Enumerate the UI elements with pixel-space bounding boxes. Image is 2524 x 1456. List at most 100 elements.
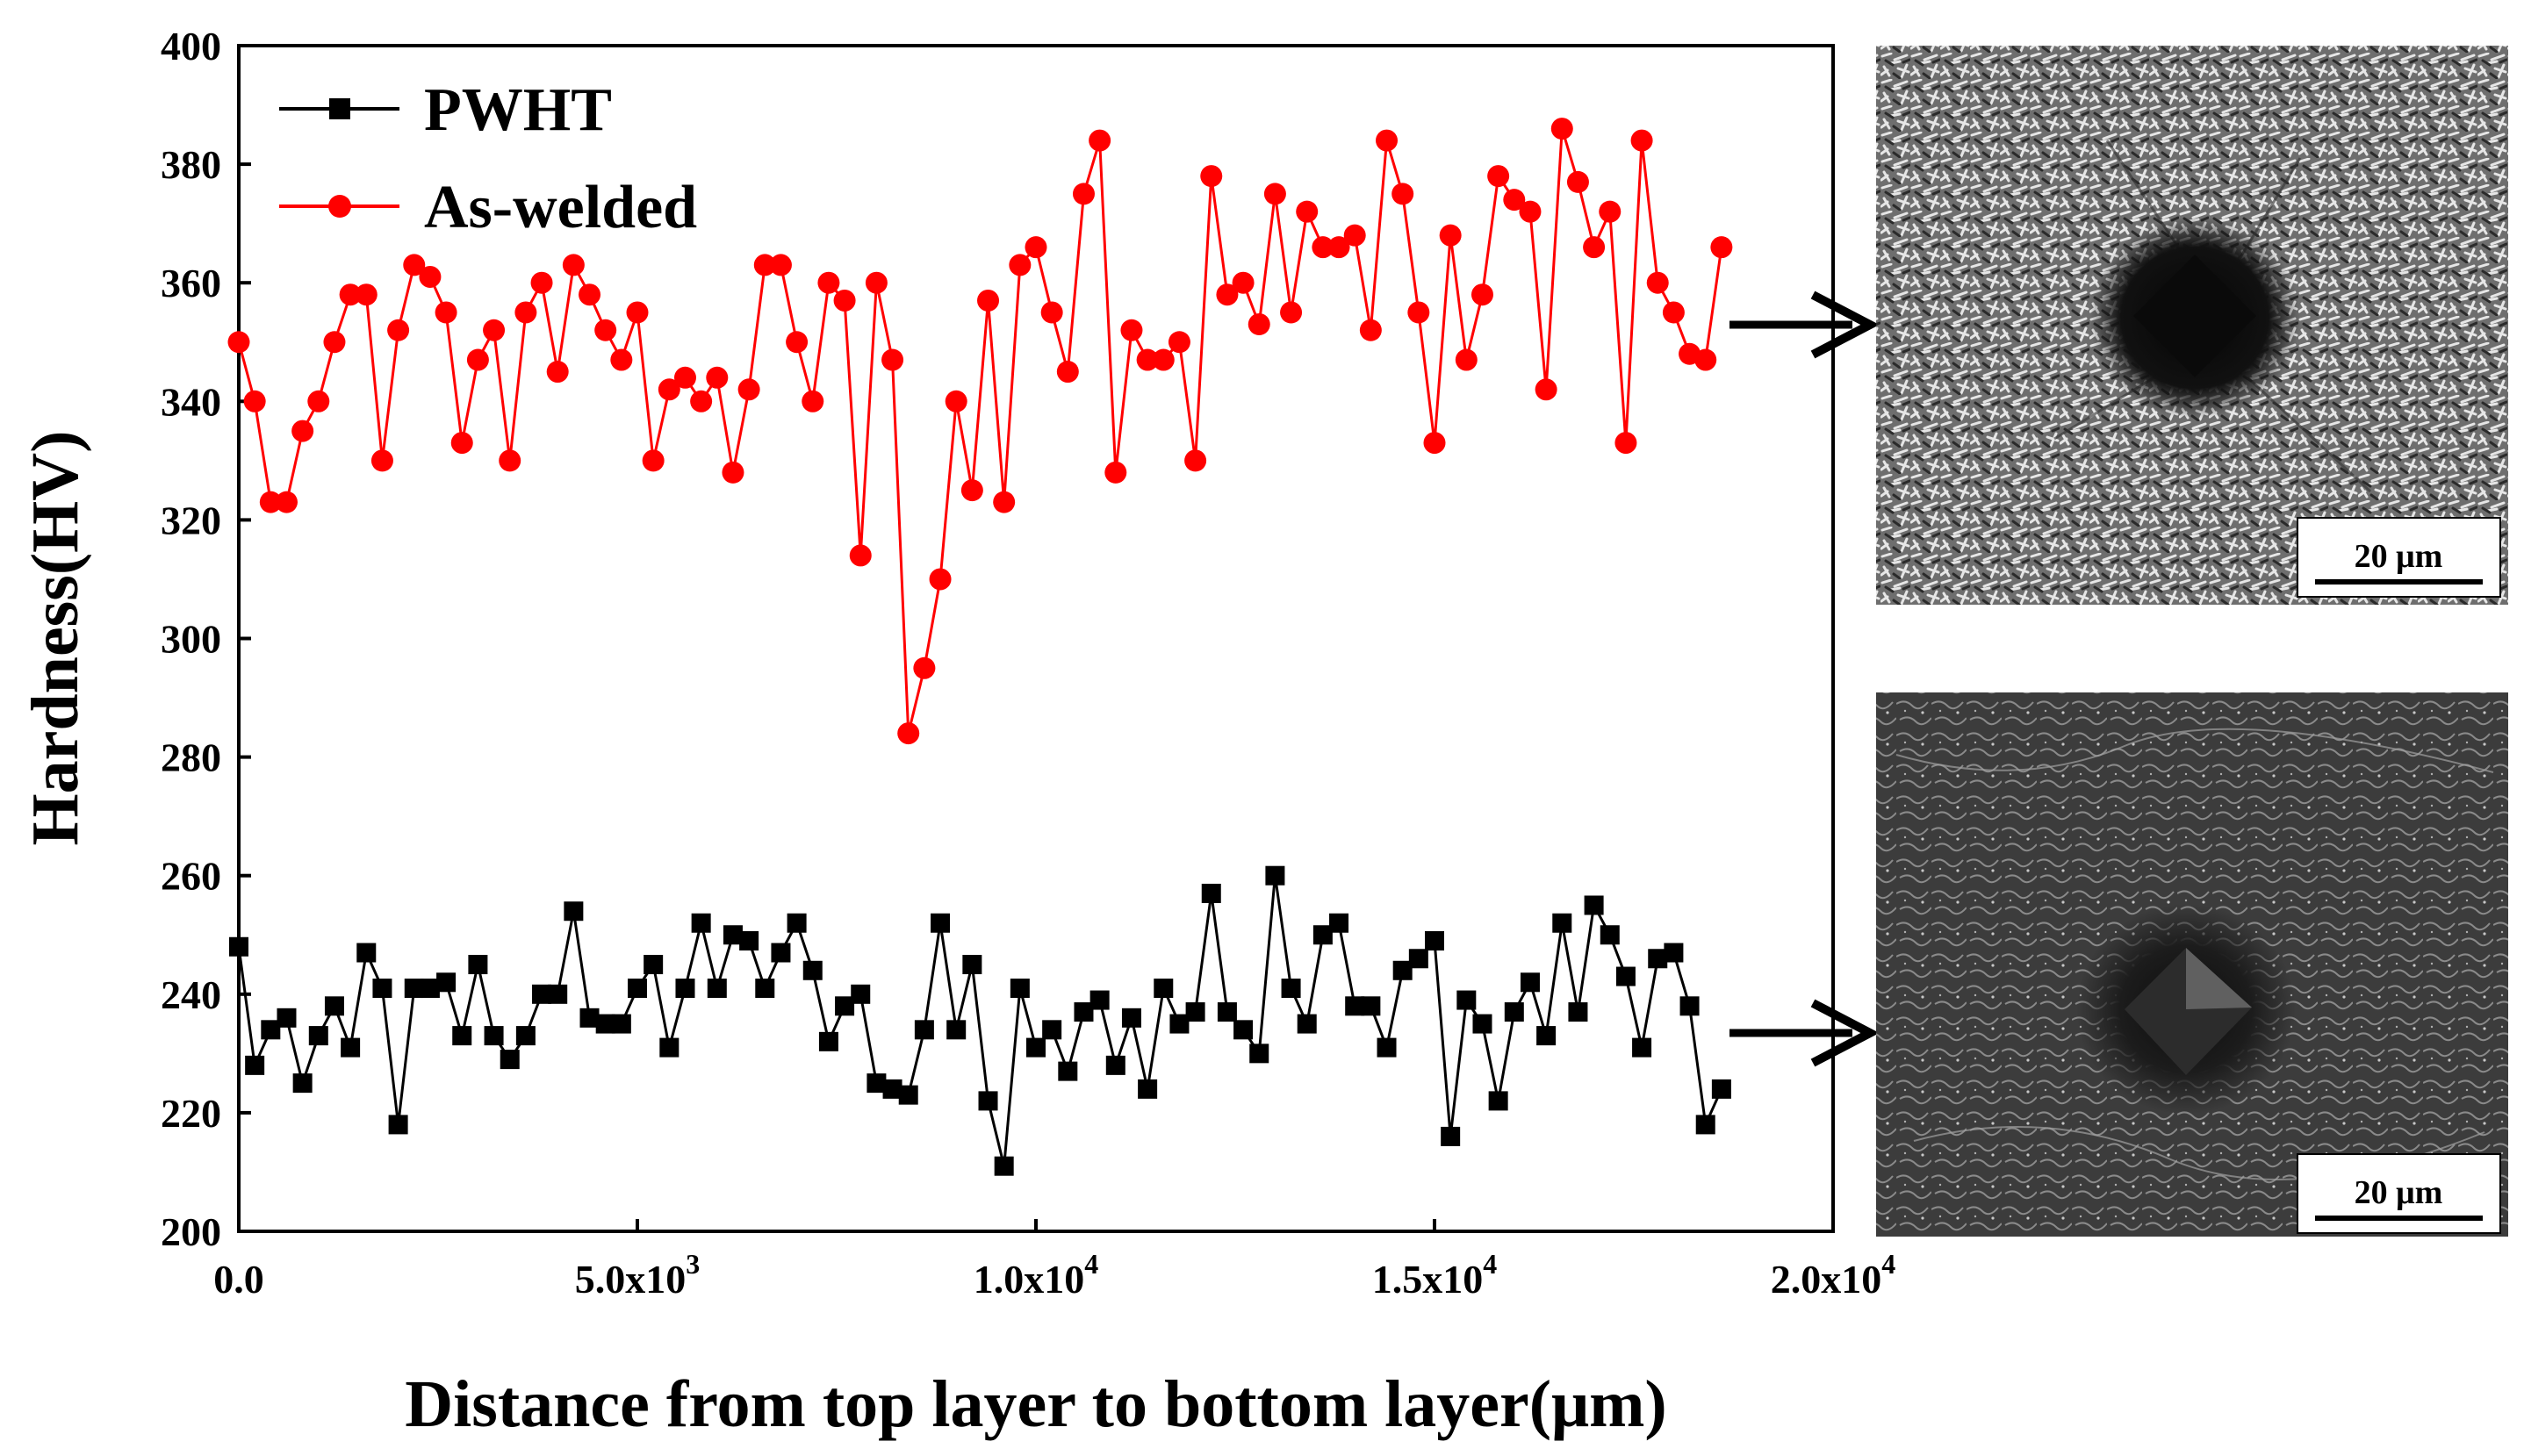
x-tick-mantissa: 5.0x10 [575, 1257, 687, 1302]
data-point [1423, 432, 1446, 455]
data-point [802, 960, 823, 980]
data-point [370, 449, 393, 472]
data-point [532, 984, 552, 1004]
y-tick-label: 200 [161, 1209, 221, 1254]
data-point [245, 1055, 265, 1075]
data-point [931, 913, 951, 933]
data-point [673, 366, 696, 389]
data-point [1121, 1008, 1141, 1028]
y-tick-label: 220 [161, 1091, 221, 1136]
data-point [1280, 301, 1303, 324]
data-point [755, 979, 775, 999]
data-point [833, 289, 856, 312]
x-axis-title: Distance from top layer to bottom layer(… [405, 1367, 1666, 1441]
data-point [994, 1156, 1014, 1176]
data-point [1233, 1020, 1254, 1040]
data-point [355, 283, 378, 306]
data-point [275, 491, 298, 513]
series-line [237, 875, 1723, 1167]
data-point [403, 254, 426, 276]
data-point [595, 1014, 615, 1034]
data-point [1009, 254, 1032, 276]
x-tick-mantissa: 1.5x10 [1372, 1257, 1484, 1302]
data-point [1201, 883, 1221, 903]
y-tick-label: 280 [161, 735, 221, 780]
data-point [1010, 979, 1030, 999]
x-tick-mantissa: 0.0 [213, 1257, 264, 1302]
data-point [1488, 1091, 1508, 1111]
data-point [1487, 165, 1510, 188]
data-point [897, 722, 920, 745]
data-point [1614, 432, 1637, 455]
data-point [261, 1020, 281, 1040]
data-point [706, 366, 729, 389]
data-point [420, 979, 440, 999]
data-point [707, 979, 727, 999]
data-point [1026, 1037, 1046, 1058]
data-point [1056, 361, 1079, 384]
data-point [1536, 1026, 1557, 1046]
data-point [753, 254, 776, 276]
data-point [291, 420, 314, 442]
data-point [722, 461, 744, 484]
data-point [771, 943, 791, 963]
data-point [1089, 129, 1111, 152]
data-point [1550, 118, 1573, 140]
data-point [945, 390, 967, 412]
data-point [1297, 1014, 1317, 1034]
data-point [307, 390, 330, 412]
data-point [739, 931, 759, 951]
data-point [450, 432, 473, 455]
data-point [1040, 301, 1063, 324]
data-point [867, 1073, 887, 1094]
arrow-to-pwht-micrograph [1729, 999, 1880, 1067]
data-point [1552, 913, 1572, 933]
data-point [1248, 312, 1270, 335]
data-point [372, 979, 392, 999]
data-point [1568, 1002, 1588, 1022]
data-point [1503, 189, 1526, 212]
data-point [1361, 996, 1381, 1016]
data-point [787, 913, 807, 933]
legend-label-as-welded: As-welded [424, 174, 697, 241]
data-point [323, 331, 346, 354]
data-point [1138, 1079, 1158, 1099]
data-point [1249, 1044, 1269, 1064]
series-line [237, 128, 1723, 734]
data-point [387, 319, 410, 341]
data-point [644, 955, 664, 975]
data-point [1584, 895, 1604, 915]
data-point [1185, 1002, 1205, 1022]
legend-marker-pwht [329, 98, 350, 119]
data-point [628, 979, 647, 999]
data-point [1520, 972, 1540, 993]
y-tick-label: 320 [161, 498, 221, 542]
data-point [1359, 319, 1382, 341]
data-point [1376, 129, 1399, 152]
data-point [1648, 949, 1668, 969]
data-point [1504, 1002, 1524, 1022]
data-point [865, 271, 888, 294]
data-point [388, 1115, 408, 1135]
x-tick-exponent: 4 [1084, 1248, 1098, 1280]
data-point [1455, 348, 1478, 371]
data-point [818, 1031, 838, 1051]
data-point [579, 283, 601, 306]
data-point [1312, 236, 1334, 259]
data-point [419, 265, 442, 288]
data-point [1169, 1014, 1190, 1034]
series-layer [227, 118, 1733, 1176]
y-tick-label: 380 [161, 142, 221, 187]
data-point [1710, 236, 1733, 259]
x-tick-exponent: 3 [686, 1248, 700, 1280]
data-point [452, 1026, 472, 1046]
data-point [626, 301, 649, 324]
x-axis-ticks: 0.0 5.0x103 1.0x104 1.5x104 2.0x104 [213, 1219, 1895, 1302]
y-tick-label: 400 [161, 24, 221, 68]
data-point [1632, 1037, 1652, 1058]
data-point [1519, 200, 1542, 223]
y-tick-label: 340 [161, 379, 221, 424]
y-tick-label: 360 [161, 261, 221, 305]
data-point [1425, 931, 1444, 951]
